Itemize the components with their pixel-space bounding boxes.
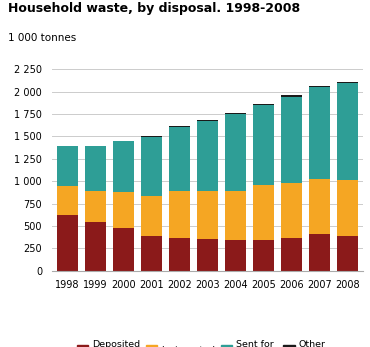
Text: 1 000 tonnes: 1 000 tonnes bbox=[8, 33, 77, 43]
Bar bbox=[281, 238, 302, 271]
Bar bbox=[197, 121, 218, 191]
Bar bbox=[169, 127, 190, 192]
Bar bbox=[225, 240, 246, 271]
Bar bbox=[337, 83, 358, 180]
Bar bbox=[85, 146, 106, 191]
Bar bbox=[113, 142, 134, 192]
Bar bbox=[197, 120, 218, 121]
Bar bbox=[169, 126, 190, 127]
Bar bbox=[309, 86, 330, 87]
Bar bbox=[141, 137, 162, 196]
Bar bbox=[113, 141, 134, 142]
Bar bbox=[113, 192, 134, 228]
Bar bbox=[253, 104, 274, 105]
Bar bbox=[113, 228, 134, 271]
Bar bbox=[281, 95, 302, 97]
Bar bbox=[141, 236, 162, 271]
Bar bbox=[141, 196, 162, 236]
Bar bbox=[337, 180, 358, 236]
Bar bbox=[337, 236, 358, 271]
Bar bbox=[225, 113, 246, 114]
Bar bbox=[281, 183, 302, 238]
Bar bbox=[197, 239, 218, 271]
Bar bbox=[225, 114, 246, 191]
Bar bbox=[85, 222, 106, 271]
Bar bbox=[141, 136, 162, 137]
Bar bbox=[337, 82, 358, 83]
Bar bbox=[169, 238, 190, 271]
Bar bbox=[253, 240, 274, 271]
Bar bbox=[57, 215, 78, 271]
Text: Household waste, by disposal. 1998-2008: Household waste, by disposal. 1998-2008 bbox=[8, 2, 300, 15]
Bar bbox=[281, 97, 302, 183]
Bar bbox=[309, 234, 330, 271]
Bar bbox=[225, 191, 246, 240]
Bar bbox=[309, 87, 330, 178]
Legend: Deposited
in landfills, Incinerated, Sent for
recovery, Other
disposal: Deposited in landfills, Incinerated, Sen… bbox=[73, 336, 341, 347]
Bar bbox=[197, 191, 218, 239]
Bar bbox=[57, 186, 78, 215]
Bar bbox=[85, 191, 106, 222]
Bar bbox=[253, 185, 274, 240]
Bar bbox=[169, 192, 190, 238]
Bar bbox=[57, 146, 78, 186]
Bar bbox=[253, 105, 274, 185]
Bar bbox=[309, 178, 330, 234]
